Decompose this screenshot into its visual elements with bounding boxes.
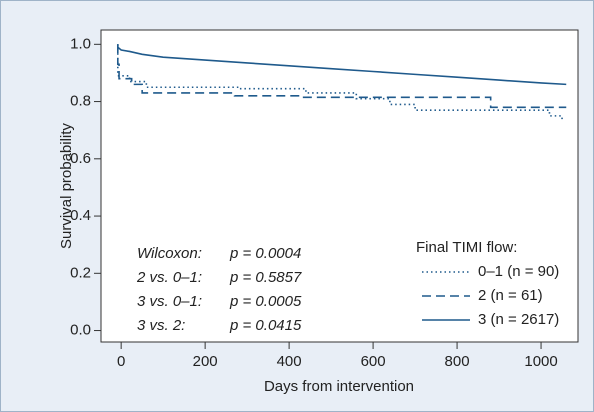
survival-curve: [116, 44, 567, 86]
x-axis-title: Days from intervention: [264, 378, 414, 395]
legend-label: 3 (n = 2617): [478, 311, 559, 328]
y-tick-label: 0.6: [70, 150, 91, 167]
y-tick-label: 0.4: [70, 207, 91, 224]
y-tick-label: 0.8: [70, 93, 91, 110]
y-tick-label: 0.2: [70, 264, 91, 281]
survival-curve: [116, 44, 567, 109]
x-tick-label: 0: [117, 353, 125, 370]
legend-label: 2 (n = 61): [478, 287, 543, 304]
annotation-label: 3 vs. 2:: [137, 317, 185, 334]
plot-area: [100, 29, 579, 343]
x-tick-label: 1000: [524, 353, 557, 370]
annotation-text: p = 0.0415: [229, 317, 302, 334]
annotation-label: Wilcoxon:: [137, 245, 202, 262]
annotation-text: p = 0.5857: [229, 269, 302, 286]
y-tick-label: 1.0: [70, 35, 91, 52]
y-tick-label: 0.0: [70, 322, 91, 339]
annotation-text: p = 0.0004: [229, 245, 301, 262]
x-tick-label: 200: [193, 353, 218, 370]
y-axis-title: Survival probability: [58, 123, 75, 249]
x-tick-label: 600: [361, 353, 386, 370]
annotation-label: 2 vs. 0–1:: [136, 269, 202, 286]
annotation-text: p = 0.0005: [229, 293, 302, 310]
annotation-label: 3 vs. 0–1:: [137, 293, 202, 310]
x-tick-label: 800: [445, 353, 470, 370]
x-tick-label: 400: [277, 353, 302, 370]
survival-curve: [116, 44, 563, 122]
legend-title: Final TIMI flow:: [416, 239, 517, 256]
legend-label: 0–1 (n = 90): [478, 263, 559, 280]
